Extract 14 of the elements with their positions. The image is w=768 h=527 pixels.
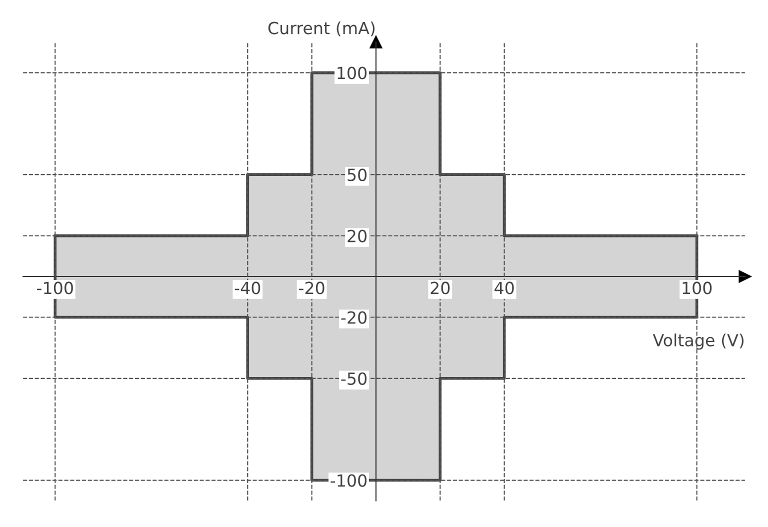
y-tick-label: -20 (341, 311, 367, 324)
y-tick-label: 20 (348, 230, 367, 242)
y-tick-label: -100 (330, 474, 367, 487)
y-tick-label: 50 (348, 168, 367, 182)
x-tick-label: -20 (299, 282, 324, 294)
x-tick-label: 40 (494, 282, 514, 294)
x-axis-title: Voltage (V) (652, 334, 744, 350)
y-axis-title: Current (mA) (268, 21, 375, 36)
x-tick-label: 100 (682, 282, 712, 294)
x-tick-label: -100 (37, 282, 73, 294)
x-tick-label: -40 (234, 282, 260, 294)
y-tick-label: -50 (341, 372, 367, 385)
x-tick-label: 20 (430, 282, 450, 294)
y-tick-label: 100 (338, 66, 367, 80)
